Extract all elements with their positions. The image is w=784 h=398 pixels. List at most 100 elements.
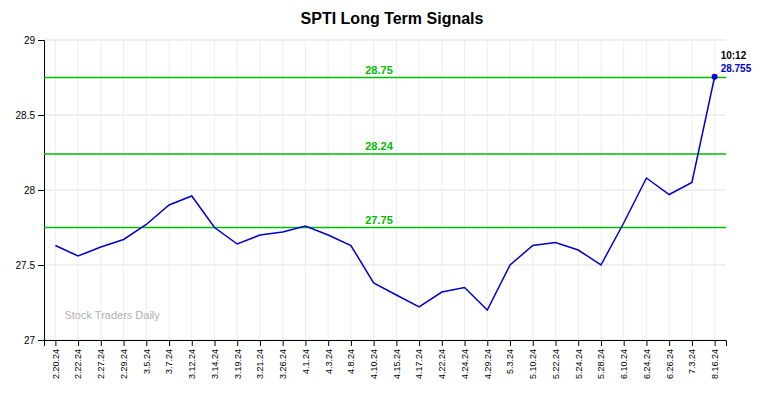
- tick: 5.10.24: [528, 340, 538, 379]
- tick-mark: [192, 340, 193, 346]
- tick-mark: [328, 340, 329, 346]
- tick-label: 2.20.24: [51, 349, 61, 379]
- grid-line: [419, 40, 420, 340]
- tick-mark: [556, 340, 557, 346]
- tick: 3.14.24: [210, 340, 220, 379]
- signal-line: [44, 153, 726, 155]
- tick-mark: [78, 340, 79, 346]
- tick-label: 4.22.24: [437, 349, 447, 379]
- tick-label: 3.12.24: [187, 349, 197, 379]
- tick: 6.10.24: [619, 340, 629, 379]
- tick: 27: [24, 335, 44, 346]
- grid-line: [714, 40, 715, 340]
- tick-label: 2.29.24: [119, 349, 129, 379]
- tick: 4.24.24: [460, 340, 470, 379]
- tick-mark: [465, 340, 466, 346]
- tick: 8.16.24: [710, 340, 720, 379]
- chart: SPTI Long Term Signals2.20.242.22.242.27…: [0, 0, 784, 398]
- grid-line: [259, 40, 260, 340]
- tick: 3.19.24: [233, 340, 243, 379]
- tick: 4.22.24: [437, 340, 447, 379]
- tick: 3.7.24: [164, 340, 174, 374]
- tick-mark: [38, 40, 44, 41]
- tick-label: 6.10.24: [619, 349, 629, 379]
- tick-label: 6.24.24: [642, 349, 652, 379]
- grid-line: [623, 40, 624, 340]
- tick-mark: [38, 340, 44, 341]
- tick-mark: [669, 340, 670, 346]
- tick-label: 5.24.24: [574, 349, 584, 379]
- tick: 4.3.24: [324, 340, 334, 374]
- tick: 5.3.24: [505, 340, 515, 374]
- tick-mark: [646, 340, 647, 346]
- tick-label: 4.3.24: [324, 349, 334, 374]
- tick-mark: [124, 340, 125, 346]
- watermark: Stock Traders Daily: [64, 309, 160, 321]
- tick: 3.21.24: [255, 340, 265, 379]
- tick-label: 5.28.24: [596, 349, 606, 379]
- grid-line: [350, 40, 351, 340]
- tick: 4.1.24: [301, 340, 311, 374]
- tick: 7.3.24: [687, 340, 697, 374]
- tick-label: 27.5: [16, 260, 36, 271]
- grid-line: [532, 40, 533, 340]
- tick-label: 3.14.24: [210, 349, 220, 379]
- tick-label: 6.26.24: [665, 349, 675, 379]
- tick-label: 5.10.24: [528, 349, 538, 379]
- tick-mark: [692, 340, 693, 346]
- grid-line: [669, 40, 670, 340]
- tick-label: 2.22.24: [73, 349, 83, 379]
- tick: 2.27.24: [96, 340, 106, 379]
- tick-label: 8.16.24: [710, 349, 720, 379]
- tick-mark: [169, 340, 170, 346]
- tick-mark: [442, 340, 443, 346]
- tick: 3.26.24: [278, 340, 288, 379]
- tick: 2.22.24: [73, 340, 83, 379]
- grid-line: [328, 40, 329, 340]
- line: [55, 77, 714, 310]
- tick: 28.5: [16, 110, 44, 121]
- grid-line: [555, 40, 556, 340]
- tick-mark: [396, 340, 397, 346]
- tick: 4.8.24: [346, 340, 356, 374]
- tick-mark: [38, 265, 44, 266]
- tick-mark: [715, 340, 716, 346]
- grid-line: [441, 40, 442, 340]
- tick-mark: [101, 340, 102, 346]
- tick-mark: [260, 340, 261, 346]
- tick: 6.24.24: [642, 340, 652, 379]
- tick: 4.10.24: [369, 340, 379, 379]
- tick-mark: [38, 190, 44, 191]
- grid-line: [146, 40, 147, 340]
- tick: 4.15.24: [392, 340, 402, 379]
- tick-label: 29: [24, 35, 36, 46]
- y-axis: 27 27.5 28 28.5 29: [16, 35, 45, 346]
- tick: 6.26.24: [665, 340, 675, 379]
- tick: 28: [24, 185, 44, 196]
- signal-label: 28.24: [365, 140, 393, 152]
- tick: 2.20.24: [51, 340, 61, 379]
- grid-line: [237, 40, 238, 340]
- tick-label: 28.5: [16, 110, 36, 121]
- grid-line: [373, 40, 374, 340]
- tick-label: 3.7.24: [164, 349, 174, 374]
- tick: 27.5: [16, 260, 44, 271]
- tick-mark: [578, 340, 579, 346]
- signal-label: 27.75: [365, 214, 393, 226]
- tick: 2.29.24: [119, 340, 129, 379]
- grid-line: [214, 40, 215, 340]
- tick-label: 4.15.24: [392, 349, 402, 379]
- x-axis: 2.20.242.22.242.27.242.29.243.5.243.7.24…: [45, 340, 727, 379]
- tick-label: 4.1.24: [301, 349, 311, 374]
- tick-mark: [351, 340, 352, 346]
- tick-mark: [38, 115, 44, 116]
- labels: 27.7528.2428.7510:1228.755Stock Traders …: [64, 50, 751, 321]
- tick-label: 4.10.24: [369, 349, 379, 379]
- signal-label: 28.75: [365, 64, 393, 76]
- tick: 5.24.24: [574, 340, 584, 379]
- tick-mark: [510, 340, 511, 346]
- tick-label: 7.3.24: [687, 349, 697, 374]
- tick: 4.17.24: [414, 340, 424, 379]
- tick-label: 3.26.24: [278, 349, 288, 379]
- tick-mark: [601, 340, 602, 346]
